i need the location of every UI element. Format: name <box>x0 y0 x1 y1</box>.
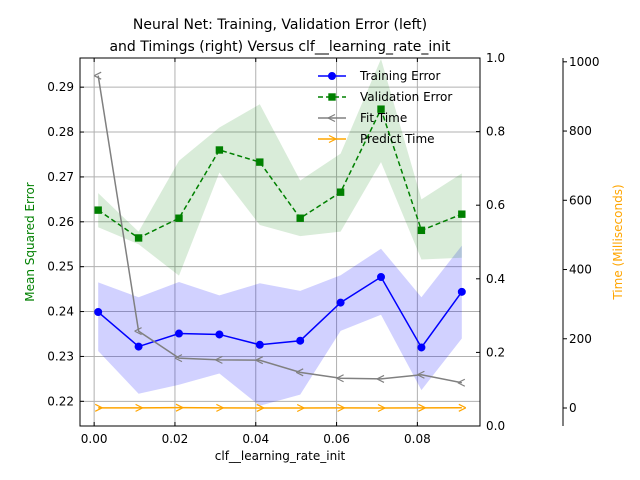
y-left-tick-label-5: 0.27 <box>47 170 74 184</box>
y-left-tick-label-6: 0.28 <box>47 125 74 139</box>
point-fit-time-9 <box>457 378 466 387</box>
y-left-tick-label-3: 0.25 <box>47 260 74 274</box>
point-fit-time-8 <box>417 370 425 379</box>
y-time-tick-label-5: 1000 <box>569 55 600 69</box>
point-validation-error-9 <box>458 210 466 218</box>
point-predict-time-9 <box>458 403 467 412</box>
axes: 0.00 0.02 0.04 0.06 0.080.220.230.240.250.26… <box>47 51 599 446</box>
point-predict-time-8 <box>418 403 426 412</box>
legend-marker-predict-time <box>328 134 337 144</box>
point-predict-time-3 <box>216 403 224 412</box>
point-validation-error-6 <box>336 188 345 196</box>
point-training-error-4 <box>255 340 264 349</box>
point-validation-error-7 <box>377 105 385 113</box>
point-predict-time-4 <box>256 403 265 413</box>
point-fit-time-7 <box>376 374 385 383</box>
y-mid-tick-label-5: 1.0 <box>486 51 505 65</box>
y-left-tick-label-4: 0.26 <box>47 215 74 229</box>
band-training-error <box>98 245 462 406</box>
point-fit-time-3 <box>215 355 223 364</box>
point-validation-error-0 <box>94 206 102 214</box>
legend-label-validation-error: Validation Error <box>360 90 452 104</box>
point-validation-error-1 <box>134 234 143 242</box>
y-axis-label-time: Time (Milliseconds) <box>611 184 625 300</box>
point-training-error-1 <box>134 342 143 351</box>
point-training-error-8 <box>417 343 426 352</box>
x-tick-label-1: 0.02 <box>162 432 189 446</box>
point-training-error-5 <box>296 336 305 345</box>
point-training-error-7 <box>377 273 386 282</box>
point-validation-error-5 <box>296 214 304 222</box>
y-mid-tick-label-4: 0.8 <box>486 125 505 139</box>
series-line-training-error <box>97 275 463 349</box>
y-mid-tick-label-2: 0.4 <box>486 272 505 286</box>
y-time-tick-label-2: 400 <box>569 263 592 277</box>
point-predict-time-1 <box>135 403 143 412</box>
point-fit-time-6 <box>336 374 344 383</box>
legend-marker-training-error <box>328 72 336 80</box>
y-mid-tick-label-0: 0.0 <box>486 419 505 433</box>
x-tick-label-3: 0.06 <box>323 432 350 446</box>
chart-title-line-1: Neural Net: Training, Validation Error (… <box>133 17 427 33</box>
point-training-error-2 <box>174 329 183 338</box>
point-validation-error-2 <box>175 214 183 222</box>
point-fit-time-2 <box>174 354 183 363</box>
point-fit-time-1 <box>134 327 142 336</box>
legend: Training Error Validation Error Fit Time Pr… <box>318 69 452 146</box>
point-training-error-9 <box>457 287 466 296</box>
y-mid-tick-label-1: 0.2 <box>486 345 505 359</box>
band-validation-error <box>98 58 462 276</box>
y-time-tick-label-1: 200 <box>569 332 592 346</box>
point-predict-time-5 <box>296 403 305 413</box>
chart-title-line-2: and Timings (right) Versus clf__learning… <box>109 39 451 55</box>
point-predict-time-7 <box>377 403 386 413</box>
legend-label-predict-time: Predict Time <box>360 132 435 146</box>
point-validation-error-8 <box>417 226 426 235</box>
x-axis-label: clf__learning_rate_init <box>215 449 346 463</box>
point-validation-error-3 <box>215 146 224 154</box>
point-validation-error-4 <box>256 158 264 166</box>
y-time-tick-label-0: 0 <box>569 401 577 415</box>
y-mid-tick-label-3: 0.6 <box>486 198 505 212</box>
point-fit-time-4 <box>255 356 264 365</box>
y-left-tick-label-7: 0.29 <box>47 80 74 94</box>
y-time-tick-label-4: 800 <box>569 124 592 138</box>
series-line-validation-error <box>97 107 463 239</box>
y-left-tick-label-1: 0.23 <box>47 349 74 363</box>
legend-label-fit-time: Fit Time <box>360 111 407 125</box>
x-tick-label-4: 0.08 <box>404 432 431 446</box>
legend-label-training-error: Training Error <box>359 69 440 83</box>
point-predict-time-6 <box>337 403 345 412</box>
plot-frame <box>79 57 481 427</box>
x-tick-label-2: 0.04 <box>242 432 269 446</box>
series-line-fit-time <box>97 75 462 384</box>
point-predict-time-2 <box>175 403 184 412</box>
y-axis-label-left: Mean Squared Error <box>23 182 37 302</box>
point-training-error-3 <box>215 330 224 339</box>
x-tick-label-0: 0.00 <box>81 432 108 446</box>
y-time-tick-label-3: 600 <box>569 193 592 207</box>
point-fit-time-5 <box>295 368 304 377</box>
point-predict-time-0 <box>94 403 103 412</box>
point-fit-time-0 <box>93 71 102 80</box>
legend-marker-validation-error <box>328 93 336 101</box>
y-left-tick-label-0: 0.22 <box>47 394 74 408</box>
y-left-tick-label-2: 0.24 <box>47 305 74 319</box>
legend-marker-fit-time <box>327 113 336 123</box>
plot-area <box>80 58 480 426</box>
point-training-error-6 <box>336 298 345 307</box>
point-training-error-0 <box>94 308 103 317</box>
